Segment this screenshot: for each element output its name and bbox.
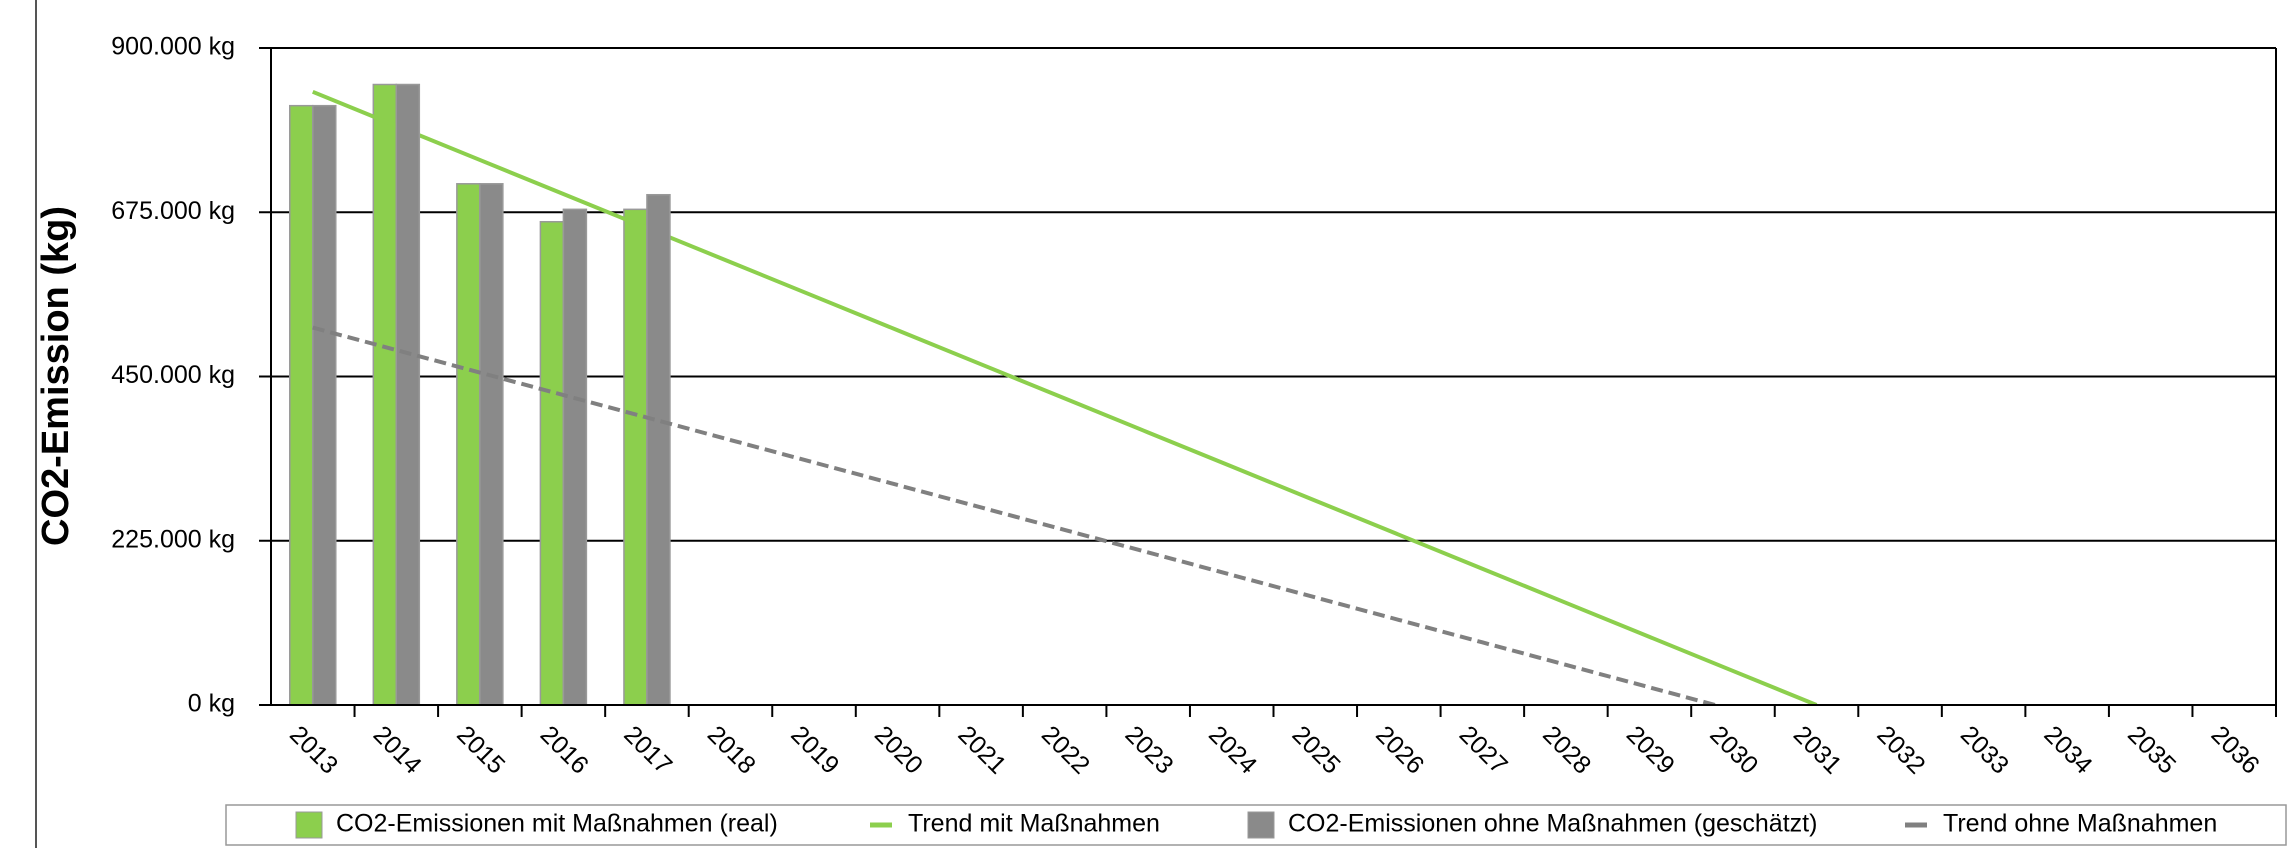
trend-line xyxy=(312,89,1818,706)
y-tick-label: 450.000 kg xyxy=(111,361,235,389)
legend-label: Trend mit Maßnahmen xyxy=(908,810,1160,838)
x-tick-label: 2027 xyxy=(1454,720,1513,779)
y-tick-label: 225.000 kg xyxy=(111,525,235,553)
bar xyxy=(539,220,565,706)
x-tick-label: 2033 xyxy=(1955,720,2014,779)
x-tick-label: 2015 xyxy=(451,720,510,779)
bar xyxy=(562,208,588,706)
x-tick-label: 2035 xyxy=(2122,720,2181,779)
x-tick-label: 2016 xyxy=(535,720,594,779)
x-tick-label: 2017 xyxy=(618,720,677,779)
x-tick-label: 2029 xyxy=(1621,720,1680,779)
legend-label: CO2-Emissionen ohne Maßnahmen (geschätzt… xyxy=(1288,810,1817,838)
x-tick-label: 2036 xyxy=(2206,720,2265,779)
y-tick-label: 900.000 kg xyxy=(111,33,235,61)
x-tick-label: 2013 xyxy=(284,720,343,779)
x-tick-label: 2026 xyxy=(1370,720,1429,779)
x-tick-label: 2019 xyxy=(785,720,844,779)
x-tick-label: 2024 xyxy=(1203,720,1262,779)
legend-label: Trend ohne Maßnahmen xyxy=(1943,810,2217,838)
y-tick-label: 675.000 kg xyxy=(111,197,235,225)
bar xyxy=(479,183,504,706)
x-tick-label: 2018 xyxy=(702,720,761,779)
bar xyxy=(289,104,314,706)
y-tick-label: 0 kg xyxy=(188,690,235,718)
legend-label: CO2-Emissionen mit Maßnahmen (real) xyxy=(336,810,778,838)
x-tick-label: 2031 xyxy=(1788,720,1847,779)
x-tick-label: 2022 xyxy=(1036,720,1095,779)
x-tick-label: 2023 xyxy=(1120,720,1179,779)
x-tick-label: 2034 xyxy=(2039,720,2098,779)
x-tick-label: 2014 xyxy=(368,720,427,779)
bar xyxy=(395,83,421,706)
legend-swatch xyxy=(295,811,323,839)
bar xyxy=(456,183,481,706)
bar xyxy=(372,83,398,706)
x-tick-label: 2030 xyxy=(1704,720,1763,779)
bar xyxy=(312,104,337,706)
plot-area xyxy=(289,83,1818,706)
bar xyxy=(623,208,648,706)
y-axis-title: CO2-Emission (kg) xyxy=(35,206,77,546)
trend-line xyxy=(312,325,1727,706)
x-tick-label: 2028 xyxy=(1537,720,1596,779)
x-tick-label: 2025 xyxy=(1287,720,1346,779)
x-tick-label: 2021 xyxy=(953,720,1012,779)
x-tick-label: 2020 xyxy=(869,720,928,779)
legend-swatch xyxy=(1247,811,1275,839)
x-tick-label: 2032 xyxy=(1871,720,1930,779)
bar xyxy=(646,193,671,706)
